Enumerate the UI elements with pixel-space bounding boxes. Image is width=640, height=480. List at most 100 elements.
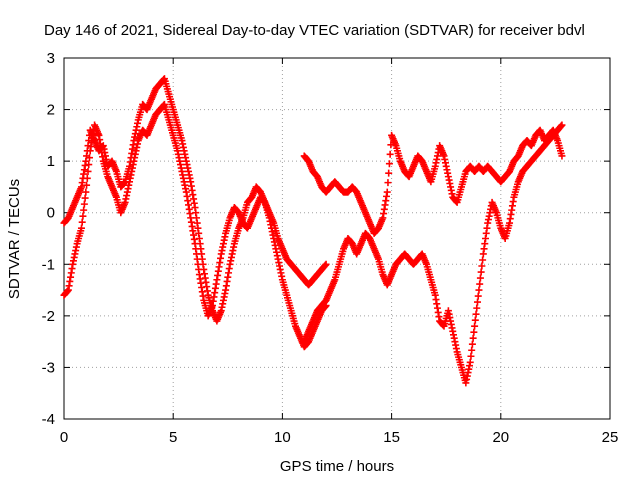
data-point xyxy=(79,212,87,220)
data-point xyxy=(469,334,477,342)
data-point xyxy=(199,292,207,300)
data-point xyxy=(374,253,382,261)
data-point xyxy=(422,166,430,174)
data-point xyxy=(134,140,142,148)
data-point xyxy=(190,235,198,243)
data-point xyxy=(361,207,369,215)
data-point xyxy=(471,322,479,330)
data-point xyxy=(112,166,120,174)
data-point xyxy=(471,316,479,324)
data-point xyxy=(147,123,155,131)
data-point xyxy=(94,130,102,138)
data-point xyxy=(72,195,80,203)
x-axis-label: GPS time / hours xyxy=(280,458,394,475)
data-point xyxy=(103,170,111,178)
data-point xyxy=(251,205,259,213)
data-point xyxy=(247,216,255,224)
y-tick-label: 0 xyxy=(47,205,55,222)
data-point xyxy=(452,345,460,353)
data-point xyxy=(129,141,137,149)
y-tick-label: -2 xyxy=(42,308,55,325)
data-point xyxy=(221,290,229,298)
data-point xyxy=(125,181,133,189)
data-point xyxy=(68,265,76,273)
chart-title: Day 146 of 2021, Sidereal Day-to-day VTE… xyxy=(44,22,585,39)
data-point xyxy=(321,261,329,269)
data-point xyxy=(182,154,190,162)
data-point xyxy=(85,161,93,169)
data-point xyxy=(212,280,220,288)
data-point xyxy=(269,231,277,239)
data-point xyxy=(112,192,120,200)
data-point xyxy=(304,329,312,337)
data-point xyxy=(81,161,89,169)
data-point xyxy=(120,200,128,208)
data-point xyxy=(129,161,137,169)
data-point xyxy=(477,268,485,276)
x-tick-label: 5 xyxy=(169,429,177,446)
data-point xyxy=(468,340,476,348)
data-point xyxy=(356,241,364,249)
data-point xyxy=(208,303,216,311)
data-point xyxy=(80,200,88,208)
data-point xyxy=(278,272,286,280)
series-1 xyxy=(60,75,330,325)
data-point xyxy=(386,150,394,158)
data-point xyxy=(476,274,484,282)
data-point xyxy=(83,181,91,189)
data-point xyxy=(182,185,190,193)
data-point xyxy=(326,288,334,296)
data-point xyxy=(186,210,194,218)
data-point xyxy=(78,218,86,226)
y-tick-label: 3 xyxy=(47,50,55,67)
data-point xyxy=(173,118,181,126)
y-tick-label: -1 xyxy=(42,256,55,273)
data-point xyxy=(505,222,513,230)
data-point xyxy=(470,328,478,336)
data-point xyxy=(230,243,238,251)
data-point xyxy=(273,252,281,260)
data-point xyxy=(472,310,480,318)
data-point xyxy=(467,352,475,360)
data-point xyxy=(190,199,198,207)
data-point xyxy=(168,129,176,137)
x-tick-label: 10 xyxy=(274,429,291,446)
data-point xyxy=(177,164,185,172)
data-point xyxy=(496,222,504,230)
data-point xyxy=(369,243,377,251)
data-point xyxy=(461,376,469,384)
data-point xyxy=(77,227,85,235)
data-point xyxy=(84,167,92,175)
data-point xyxy=(431,289,439,297)
data-point xyxy=(474,292,482,300)
series-3 xyxy=(300,126,566,237)
data-point xyxy=(461,170,469,178)
data-point xyxy=(444,309,452,317)
data-point xyxy=(439,150,447,158)
data-point xyxy=(435,313,443,321)
data-point xyxy=(80,206,88,214)
data-point xyxy=(225,216,233,224)
data-point xyxy=(68,205,76,213)
data-point xyxy=(514,180,522,188)
data-point xyxy=(365,217,373,225)
data-point xyxy=(120,179,128,187)
data-point xyxy=(431,165,439,173)
data-point xyxy=(243,201,251,209)
data-point xyxy=(221,233,229,241)
data-point xyxy=(465,362,473,370)
series-4 xyxy=(300,121,566,387)
data-point xyxy=(260,198,268,206)
data-point xyxy=(557,122,565,130)
data-point xyxy=(203,287,211,295)
data-point xyxy=(422,259,430,267)
data-point xyxy=(195,229,203,237)
data-point xyxy=(457,361,465,369)
data-point xyxy=(295,331,303,339)
data-point xyxy=(475,286,483,294)
data-point xyxy=(339,247,347,255)
y-tick-label: 2 xyxy=(47,102,55,119)
data-point xyxy=(234,227,242,235)
data-point xyxy=(168,103,176,111)
data-point xyxy=(378,268,386,276)
